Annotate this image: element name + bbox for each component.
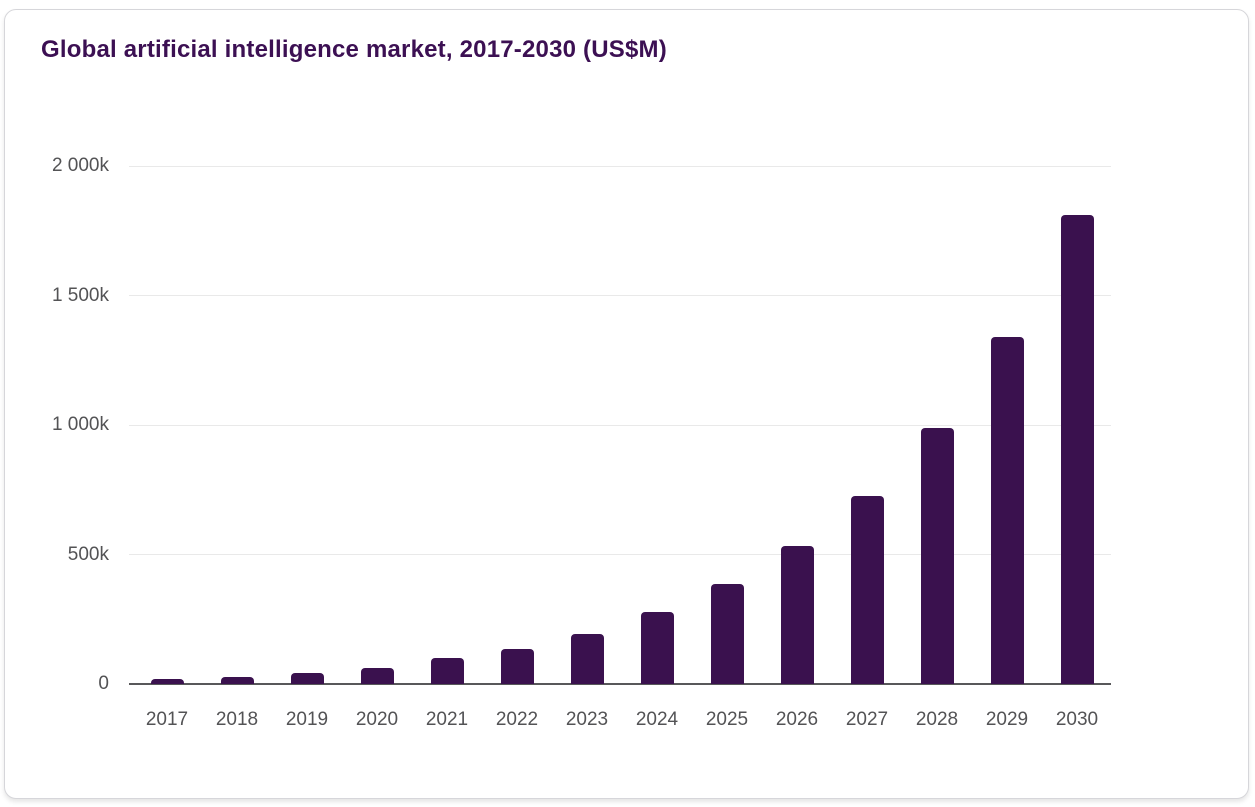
x-axis-tick-label-2029: 2029 bbox=[985, 709, 1029, 730]
x-axis-tick-label-2020: 2020 bbox=[355, 709, 399, 730]
plot-area: 2 000k 1 500k 1 000k 500k 0 2017 2018 2019 2020 2… bbox=[52, 155, 1111, 730]
x-axis-tick-label-2018: 2018 bbox=[215, 709, 259, 730]
gridline-500 bbox=[129, 554, 1111, 555]
bar-2026[interactable] bbox=[780, 545, 814, 684]
x-axis-tick-label-2025: 2025 bbox=[705, 709, 749, 730]
x-axis-tick-label-2026: 2026 bbox=[775, 709, 819, 730]
bar-2022[interactable] bbox=[500, 648, 534, 684]
bar-2028[interactable] bbox=[920, 427, 954, 684]
bar-2021[interactable] bbox=[430, 658, 464, 684]
x-axis-tick-label-2023: 2023 bbox=[565, 709, 609, 730]
gridline-1500 bbox=[129, 295, 1111, 296]
chart-card: Global artificial intelligence market, 2… bbox=[4, 9, 1249, 799]
bar-2027[interactable] bbox=[850, 496, 884, 684]
bar-2023[interactable] bbox=[570, 634, 604, 684]
x-axis-tick-label-2024: 2024 bbox=[635, 709, 679, 730]
chart-title: Global artificial intelligence market, 2… bbox=[41, 36, 667, 63]
bar-2029[interactable] bbox=[990, 337, 1024, 684]
x-axis-tick-label-2027: 2027 bbox=[845, 709, 889, 730]
bar-2018[interactable] bbox=[220, 676, 254, 684]
bar-2019[interactable] bbox=[290, 673, 324, 684]
y-axis-tick-label: 500k bbox=[67, 543, 109, 565]
y-axis-tick-label: 0 bbox=[98, 673, 109, 694]
bar-2020[interactable] bbox=[360, 667, 394, 684]
y-axis-tick-label: 1 500k bbox=[51, 284, 109, 306]
gridline-2000 bbox=[129, 165, 1111, 167]
x-axis-tick-label-2017: 2017 bbox=[145, 709, 189, 730]
bar-2025[interactable] bbox=[710, 584, 744, 684]
bar-2024[interactable] bbox=[640, 611, 674, 684]
bar-2030[interactable] bbox=[1060, 215, 1094, 684]
gridline-1000 bbox=[129, 424, 1111, 426]
y-axis-tick-label: 1 000k bbox=[51, 414, 109, 435]
x-axis-tick-label-2028: 2028 bbox=[915, 709, 959, 730]
bar-2017[interactable] bbox=[150, 679, 184, 684]
x-axis-tick-label-2019: 2019 bbox=[285, 709, 329, 730]
y-axis-tick-label: 2 000k bbox=[51, 155, 109, 176]
x-axis-line bbox=[129, 683, 1111, 685]
x-axis-tick-label-2021: 2021 bbox=[425, 709, 469, 730]
x-axis-tick-label-2030: 2030 bbox=[1055, 709, 1099, 730]
x-axis-tick-label-2022: 2022 bbox=[495, 709, 539, 730]
